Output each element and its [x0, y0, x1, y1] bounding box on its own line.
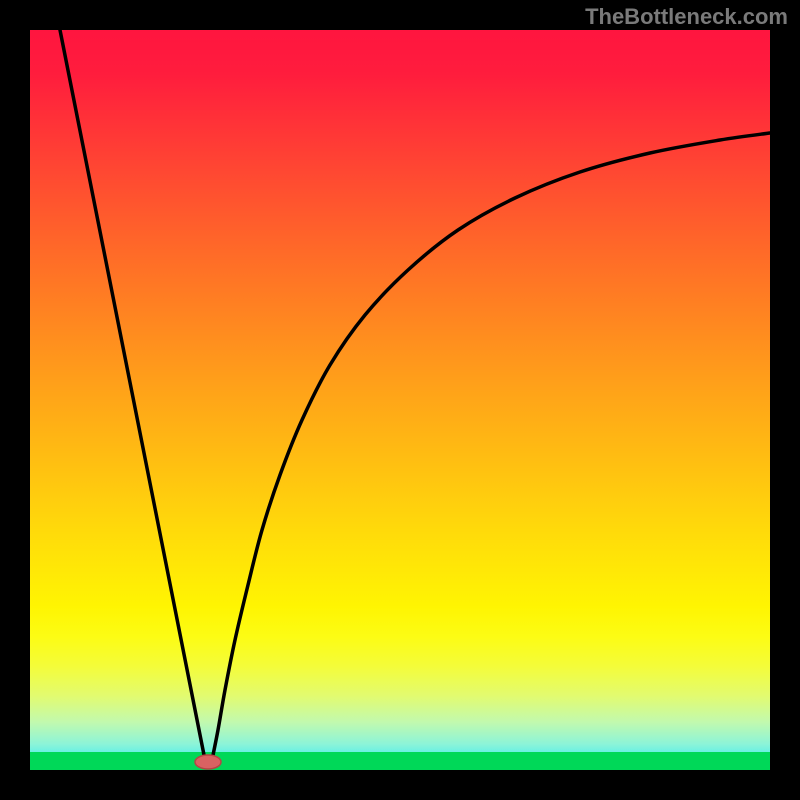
- optimal-marker: [195, 755, 221, 769]
- bottom-green-band: [30, 752, 770, 770]
- plot-background: [30, 30, 770, 770]
- chart-container: TheBottleneck.com: [0, 0, 800, 800]
- bottleneck-chart: [0, 0, 800, 800]
- watermark-text: TheBottleneck.com: [585, 4, 788, 30]
